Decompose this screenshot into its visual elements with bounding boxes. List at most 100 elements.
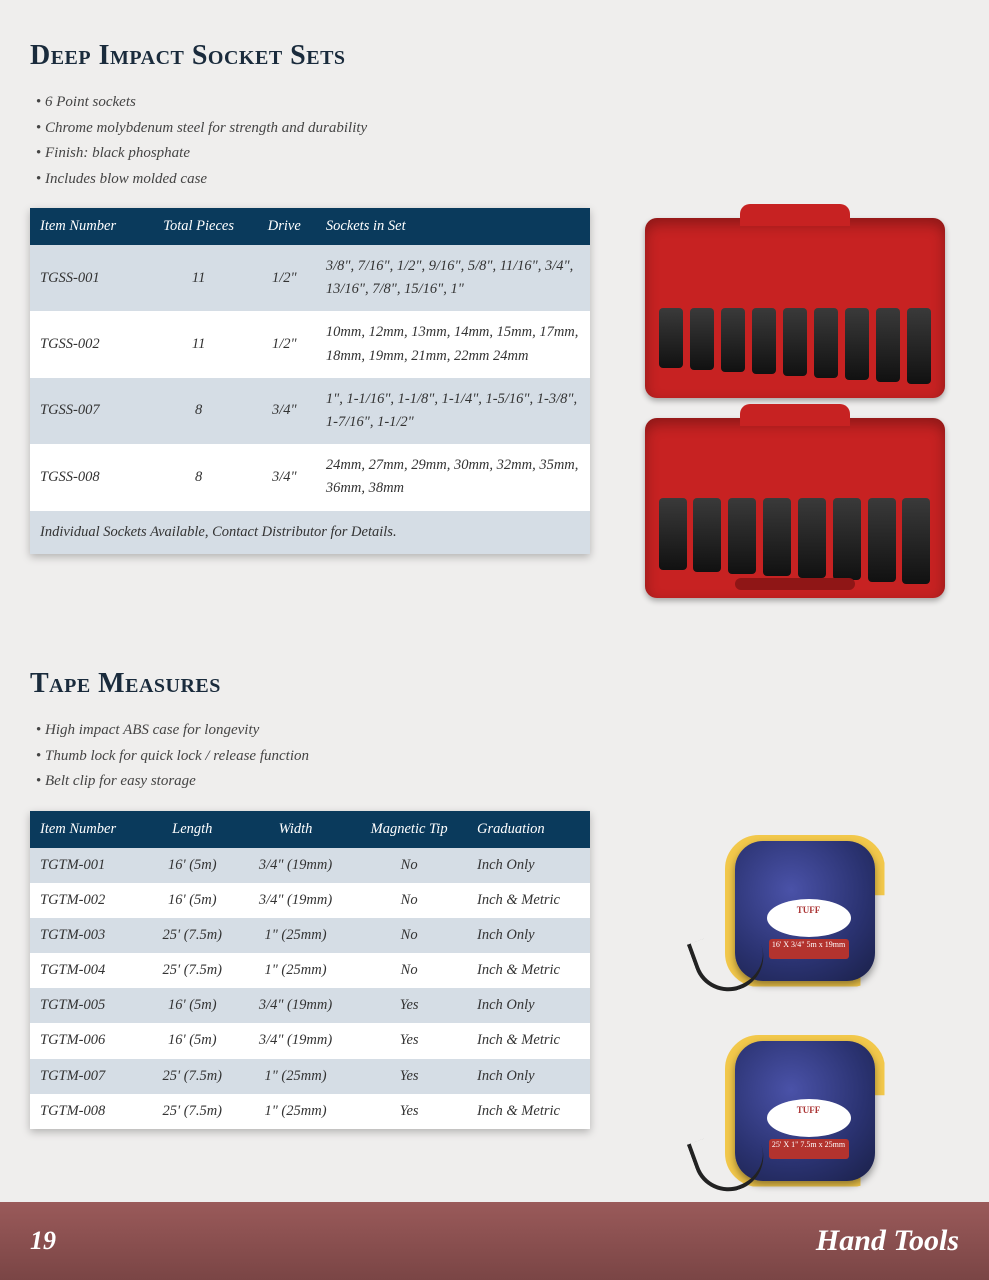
cell-drive: 1/2" <box>253 245 316 311</box>
tape-brand-label: TUFF <box>767 1099 851 1137</box>
cell-sockets: 1", 1-1/16", 1-1/8", 1-1/4", 1-5/16", 1-… <box>316 378 590 444</box>
cell-length: 25' (7.5m) <box>145 918 240 953</box>
col-header: Length <box>145 811 240 848</box>
table-row: TGSS-00783/4"1", 1-1/16", 1-1/8", 1-1/4"… <box>30 378 590 444</box>
cell-length: 25' (7.5m) <box>145 1059 240 1094</box>
page-footer: 19 Hand Tools <box>0 1202 989 1280</box>
table-row: TGTM-00616' (5m)3/4" (19mm)YesInch & Met… <box>30 1023 590 1058</box>
tape-measure-image: TUFF 25' X 1" 7.5m x 25mm <box>695 1021 895 1201</box>
table-row: TGTM-00325' (7.5m)1" (25mm)NoInch Only <box>30 918 590 953</box>
cell-magnetic: Yes <box>351 1023 467 1058</box>
cell-item: TGTM-002 <box>30 883 145 918</box>
col-header: Magnetic Tip <box>351 811 467 848</box>
bullet-item: Finish: black phosphate <box>36 141 959 167</box>
page-number: 19 <box>30 1226 56 1256</box>
col-header: Graduation <box>467 811 590 848</box>
cell-length: 16' (5m) <box>145 1023 240 1058</box>
col-header: Item Number <box>30 208 145 245</box>
cell-width: 3/4" (19mm) <box>240 883 351 918</box>
cell-graduation: Inch Only <box>467 918 590 953</box>
cell-magnetic: No <box>351 918 467 953</box>
cell-pieces: 8 <box>145 378 253 444</box>
cell-item: TGSS-001 <box>30 245 145 311</box>
cell-length: 16' (5m) <box>145 988 240 1023</box>
cell-magnetic: Yes <box>351 1094 467 1129</box>
tape-size-label: 16' X 3/4" 5m x 19mm <box>769 939 849 959</box>
cell-graduation: Inch & Metric <box>467 953 590 988</box>
cell-item: TGSS-002 <box>30 311 145 377</box>
cell-item: TGTM-005 <box>30 988 145 1023</box>
socket-section-title: Deep Impact Socket Sets <box>30 40 959 72</box>
cell-drive: 3/4" <box>253 378 316 444</box>
cell-length: 16' (5m) <box>145 848 240 883</box>
tape-size-label: 25' X 1" 7.5m x 25mm <box>769 1139 849 1159</box>
bullet-item: 6 Point sockets <box>36 90 959 116</box>
cell-graduation: Inch Only <box>467 988 590 1023</box>
cell-pieces: 11 <box>145 311 253 377</box>
col-header: Item Number <box>30 811 145 848</box>
table-row: TGTM-00725' (7.5m)1" (25mm)YesInch Only <box>30 1059 590 1094</box>
col-header: Total Pieces <box>145 208 253 245</box>
col-header: Drive <box>253 208 316 245</box>
cell-pieces: 11 <box>145 245 253 311</box>
cell-sockets: 3/8", 7/16", 1/2", 9/16", 5/8", 11/16", … <box>316 245 590 311</box>
cell-magnetic: Yes <box>351 988 467 1023</box>
socket-case-image <box>645 218 945 398</box>
cell-sockets: 24mm, 27mm, 29mm, 30mm, 32mm, 35mm, 36mm… <box>316 444 590 510</box>
table-footnote: Individual Sockets Available, Contact Di… <box>30 511 590 554</box>
tape-images: TUFF 16' X 3/4" 5m x 19mm TUFF 25' X 1" … <box>630 811 959 1201</box>
bullet-item: Thumb lock for quick lock / release func… <box>36 744 959 770</box>
cell-width: 3/4" (19mm) <box>240 848 351 883</box>
table-row: TGTM-00825' (7.5m)1" (25mm)YesInch & Met… <box>30 1094 590 1129</box>
cell-graduation: Inch Only <box>467 848 590 883</box>
table-row: TGTM-00425' (7.5m)1" (25mm)NoInch & Metr… <box>30 953 590 988</box>
cell-width: 3/4" (19mm) <box>240 1023 351 1058</box>
cell-pieces: 8 <box>145 444 253 510</box>
tape-brand-label: TUFF <box>767 899 851 937</box>
socket-bullets: 6 Point sockets Chrome molybdenum steel … <box>36 90 959 192</box>
cell-item: TGSS-007 <box>30 378 145 444</box>
tape-bullets: High impact ABS case for longevity Thumb… <box>36 718 959 795</box>
table-row: TGSS-001111/2"3/8", 7/16", 1/2", 9/16", … <box>30 245 590 311</box>
footnote-text: Individual Sockets Available, Contact Di… <box>30 511 590 554</box>
cell-magnetic: No <box>351 848 467 883</box>
cell-item: TGTM-003 <box>30 918 145 953</box>
cell-graduation: Inch & Metric <box>467 1094 590 1129</box>
bullet-item: Chrome molybdenum steel for strength and… <box>36 116 959 142</box>
cell-width: 1" (25mm) <box>240 1094 351 1129</box>
socket-table: Item Number Total Pieces Drive Sockets i… <box>30 208 590 554</box>
col-header: Width <box>240 811 351 848</box>
bullet-item: Belt clip for easy storage <box>36 769 959 795</box>
cell-width: 3/4" (19mm) <box>240 988 351 1023</box>
cell-drive: 1/2" <box>253 311 316 377</box>
table-row: TGTM-00516' (5m)3/4" (19mm)YesInch Only <box>30 988 590 1023</box>
cell-drive: 3/4" <box>253 444 316 510</box>
cell-magnetic: No <box>351 953 467 988</box>
cell-width: 1" (25mm) <box>240 1059 351 1094</box>
cell-item: TGSS-008 <box>30 444 145 510</box>
cell-item: TGTM-006 <box>30 1023 145 1058</box>
tape-table: Item Number Length Width Magnetic Tip Gr… <box>30 811 590 1130</box>
socket-images <box>630 208 959 598</box>
cell-item: TGTM-008 <box>30 1094 145 1129</box>
cell-width: 1" (25mm) <box>240 918 351 953</box>
cell-graduation: Inch Only <box>467 1059 590 1094</box>
cell-item: TGTM-001 <box>30 848 145 883</box>
cell-width: 1" (25mm) <box>240 953 351 988</box>
cell-item: TGTM-007 <box>30 1059 145 1094</box>
cell-length: 16' (5m) <box>145 883 240 918</box>
col-header: Sockets in Set <box>316 208 590 245</box>
cell-sockets: 10mm, 12mm, 13mm, 14mm, 15mm, 17mm, 18mm… <box>316 311 590 377</box>
tape-section-title: Tape Measures <box>30 668 959 700</box>
bullet-item: High impact ABS case for longevity <box>36 718 959 744</box>
cell-magnetic: No <box>351 883 467 918</box>
table-row: TGSS-002111/2"10mm, 12mm, 13mm, 14mm, 15… <box>30 311 590 377</box>
table-row: TGSS-00883/4"24mm, 27mm, 29mm, 30mm, 32m… <box>30 444 590 510</box>
cell-graduation: Inch & Metric <box>467 1023 590 1058</box>
cell-item: TGTM-004 <box>30 953 145 988</box>
cell-length: 25' (7.5m) <box>145 1094 240 1129</box>
bullet-item: Includes blow molded case <box>36 167 959 193</box>
category-label: Hand Tools <box>816 1224 959 1258</box>
cell-magnetic: Yes <box>351 1059 467 1094</box>
tape-measure-image: TUFF 16' X 3/4" 5m x 19mm <box>695 821 895 1001</box>
